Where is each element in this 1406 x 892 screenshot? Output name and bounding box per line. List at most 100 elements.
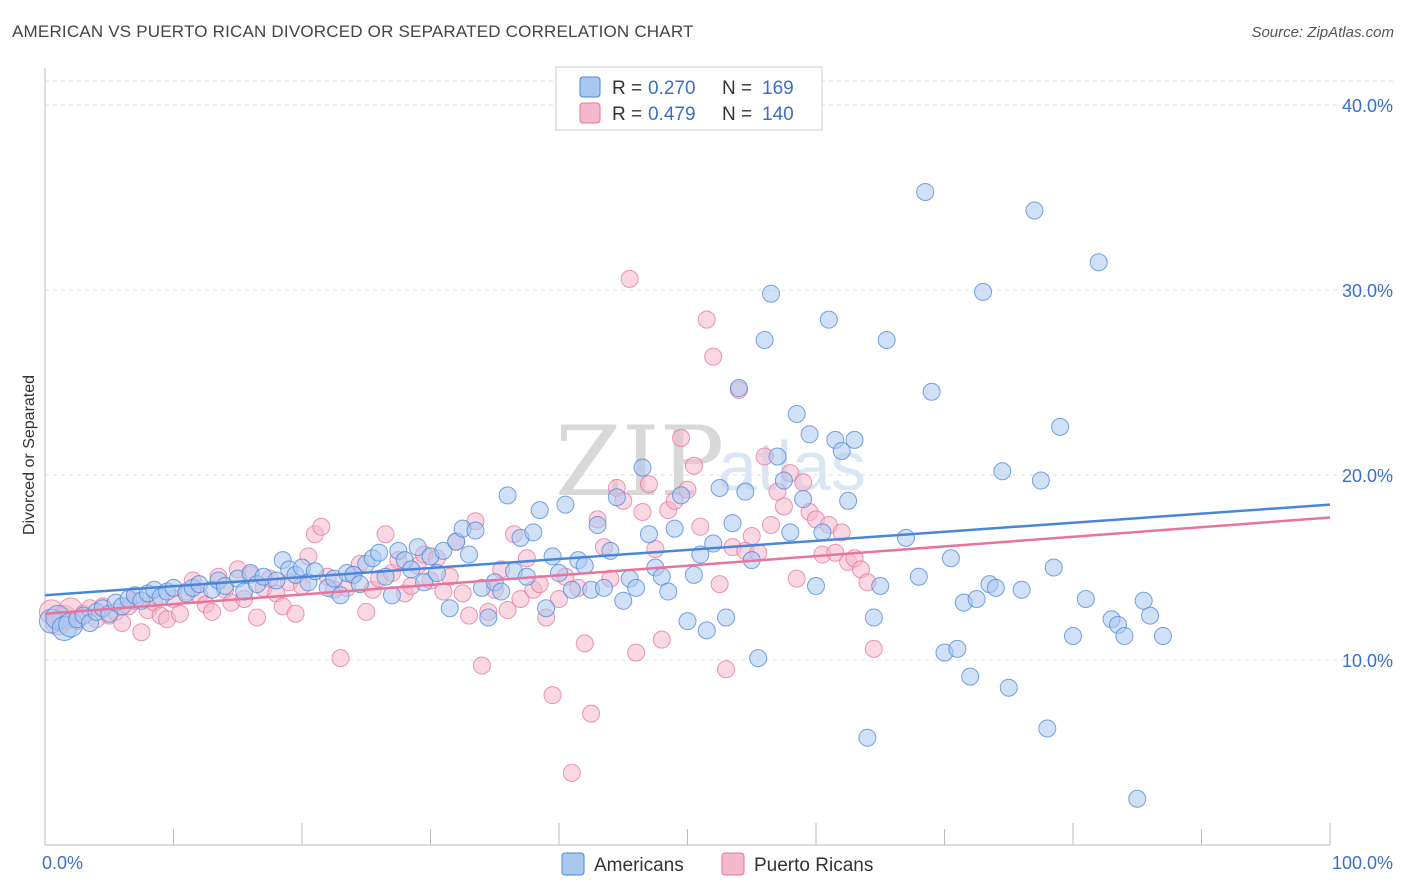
point-puerto-ricans <box>170 604 189 623</box>
point-americans <box>1012 580 1031 599</box>
point-americans <box>684 565 703 584</box>
point-americans <box>1064 626 1082 645</box>
point-puerto-ricans <box>864 639 883 658</box>
point-puerto-ricans <box>453 584 472 603</box>
point-puerto-ricans <box>627 643 646 662</box>
point-americans <box>774 471 793 490</box>
point-americans <box>479 608 498 627</box>
point-americans <box>787 404 806 423</box>
point-americans <box>1128 789 1147 808</box>
point-puerto-ricans <box>684 456 703 475</box>
point-americans <box>1141 606 1160 625</box>
legend-swatch-puerto-ricans <box>579 102 601 124</box>
point-puerto-ricans <box>697 310 716 329</box>
point-americans <box>627 578 646 597</box>
point-puerto-ricans <box>357 602 376 621</box>
point-americans <box>762 284 781 303</box>
point-puerto-ricans <box>331 649 350 668</box>
y-tick-label: 30.0% <box>1342 281 1393 301</box>
chart-title: AMERICAN VS PUERTO RICAN DIVORCED OR SEP… <box>12 22 694 41</box>
point-puerto-ricans <box>652 630 671 649</box>
point-americans <box>331 586 350 605</box>
point-americans <box>434 541 453 560</box>
legend-n-label-puerto-ricans: N = <box>722 104 752 125</box>
point-puerto-ricans <box>376 525 395 544</box>
series-legend: Americans Puerto Ricans <box>561 852 873 876</box>
point-americans <box>781 523 800 542</box>
watermark: ZIP atlas <box>555 406 866 518</box>
point-americans <box>993 462 1012 481</box>
axes <box>44 68 1331 846</box>
x-tick-labels: 0.0% 100.0% <box>42 853 1393 873</box>
point-puerto-ricans <box>832 523 851 542</box>
legend-n-value-puerto-ricans: 140 <box>762 104 794 125</box>
point-americans <box>800 425 819 444</box>
point-americans <box>961 667 980 686</box>
point-americans <box>697 621 716 640</box>
series-legend-swatch-americans <box>561 852 585 876</box>
point-puerto-ricans <box>787 569 806 588</box>
point-americans <box>755 330 774 349</box>
point-americans <box>633 458 652 477</box>
point-puerto-ricans <box>742 527 761 546</box>
legend-r-label-puerto-ricans: R = <box>612 104 642 125</box>
point-puerto-ricans <box>203 602 222 621</box>
point-americans <box>556 495 575 514</box>
legend-r-value-americans: 0.270 <box>648 78 696 99</box>
trend-lines <box>44 503 1331 615</box>
point-puerto-ricans <box>774 497 793 516</box>
point-americans <box>524 523 543 542</box>
point-americans <box>575 556 594 575</box>
trend-line-puerto-ricans <box>44 516 1331 615</box>
point-americans <box>607 488 626 507</box>
point-americans <box>678 612 697 631</box>
point-puerto-ricans <box>312 517 331 536</box>
point-americans <box>749 649 768 668</box>
point-americans <box>1115 626 1134 645</box>
point-americans <box>967 589 986 608</box>
point-puerto-ricans <box>633 503 652 521</box>
point-puerto-ricans <box>582 704 601 723</box>
point-americans <box>460 545 479 564</box>
point-americans <box>839 491 858 510</box>
point-puerto-ricans <box>620 269 639 288</box>
point-americans <box>665 519 684 538</box>
point-americans <box>832 441 851 460</box>
point-americans <box>858 728 877 747</box>
point-americans <box>1031 471 1050 490</box>
point-puerto-ricans <box>704 347 723 366</box>
point-americans <box>999 678 1018 697</box>
point-americans <box>807 577 825 595</box>
point-puerto-ricans <box>543 686 562 705</box>
point-americans <box>922 382 941 401</box>
point-americans <box>813 523 832 542</box>
point-puerto-ricans <box>550 589 568 608</box>
point-americans <box>408 538 427 557</box>
point-americans <box>871 577 890 595</box>
point-puerto-ricans <box>472 656 491 675</box>
point-americans <box>350 575 369 594</box>
stats-legend: R = 0.270 N = 169 R = 0.479 N = 140 <box>555 66 823 131</box>
point-puerto-ricans <box>672 429 691 447</box>
point-americans <box>1076 589 1095 608</box>
trend-line-americans <box>44 503 1331 597</box>
point-americans <box>639 525 658 544</box>
point-americans <box>492 582 511 601</box>
point-americans <box>614 591 633 610</box>
y-tick-label: 40.0% <box>1342 96 1393 116</box>
legend-swatch-americans <box>579 76 601 98</box>
point-americans <box>768 447 787 466</box>
point-americans <box>466 521 485 540</box>
point-americans <box>1038 719 1057 738</box>
point-americans <box>1153 626 1172 645</box>
point-americans <box>562 580 581 599</box>
point-puerto-ricans <box>691 517 710 536</box>
y-tick-labels: 10.0% 20.0% 30.0% 40.0% <box>1342 96 1393 671</box>
point-puerto-ricans <box>762 515 781 534</box>
point-americans <box>543 547 562 566</box>
point-americans <box>864 608 883 627</box>
point-americans <box>941 549 960 568</box>
point-americans <box>729 379 748 398</box>
point-americans <box>877 330 896 349</box>
point-puerto-ricans <box>517 549 536 568</box>
